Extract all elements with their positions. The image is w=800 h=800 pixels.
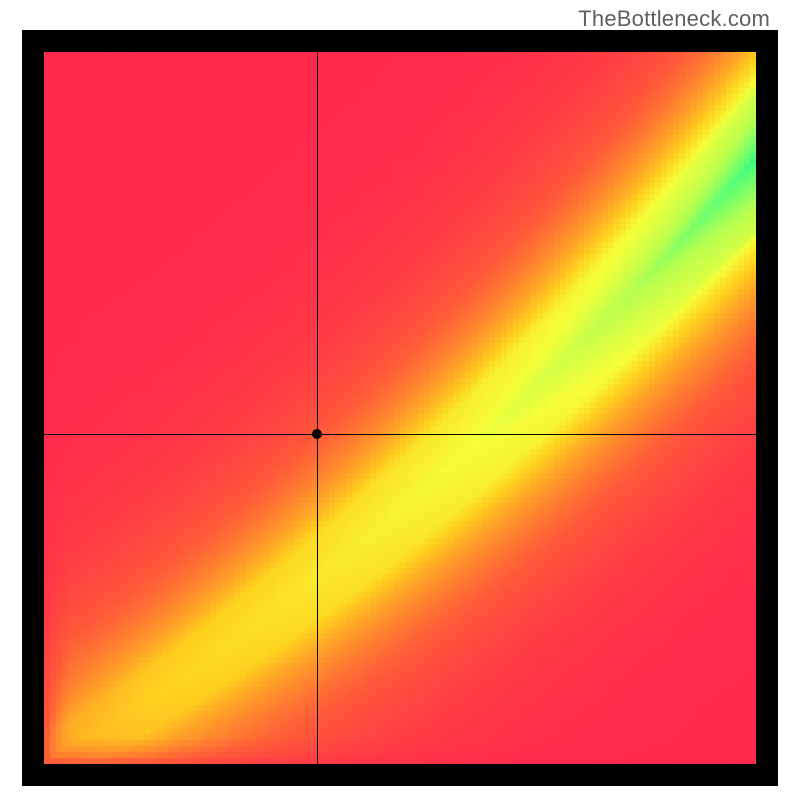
crosshair-vertical (317, 52, 318, 764)
chart-frame (22, 30, 778, 786)
watermark-text: TheBottleneck.com (578, 6, 770, 32)
chart-container: TheBottleneck.com (0, 0, 800, 800)
crosshair-horizontal (44, 434, 756, 435)
crosshair-marker (312, 429, 322, 439)
heatmap-canvas (44, 52, 756, 764)
